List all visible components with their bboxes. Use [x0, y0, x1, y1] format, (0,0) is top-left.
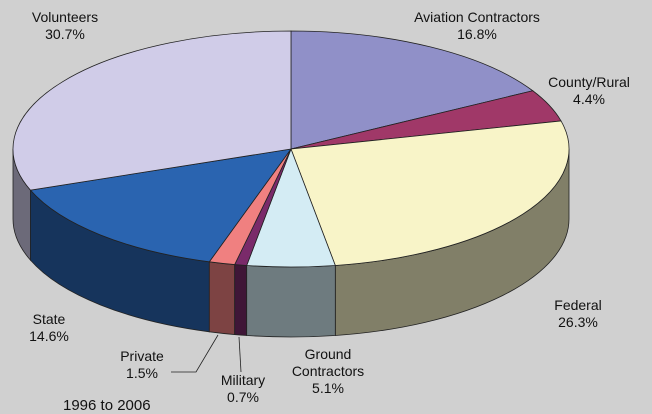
leader-line-private [171, 335, 218, 372]
label-private: Private 1.5% [107, 348, 177, 382]
label-ground-contractors: Ground Contractors 5.1% [273, 346, 383, 397]
label-aviation-contractors: Aviation Contractors 16.8% [392, 9, 562, 43]
label-leader-lines [171, 335, 241, 372]
leader-line-military [239, 337, 241, 372]
side-wall-private [209, 262, 234, 335]
label-federal: Federal 26.3% [538, 297, 618, 331]
side-wall-military [235, 265, 247, 336]
label-volunteers: Volunteers 30.7% [0, 9, 130, 43]
pie-top-faces [13, 31, 569, 267]
label-state: State 14.6% [19, 311, 79, 345]
label-county-rural: County/Rural 4.4% [534, 74, 644, 108]
label-military: Military 0.7% [208, 372, 278, 406]
side-wall-ground-contractors [247, 265, 336, 337]
